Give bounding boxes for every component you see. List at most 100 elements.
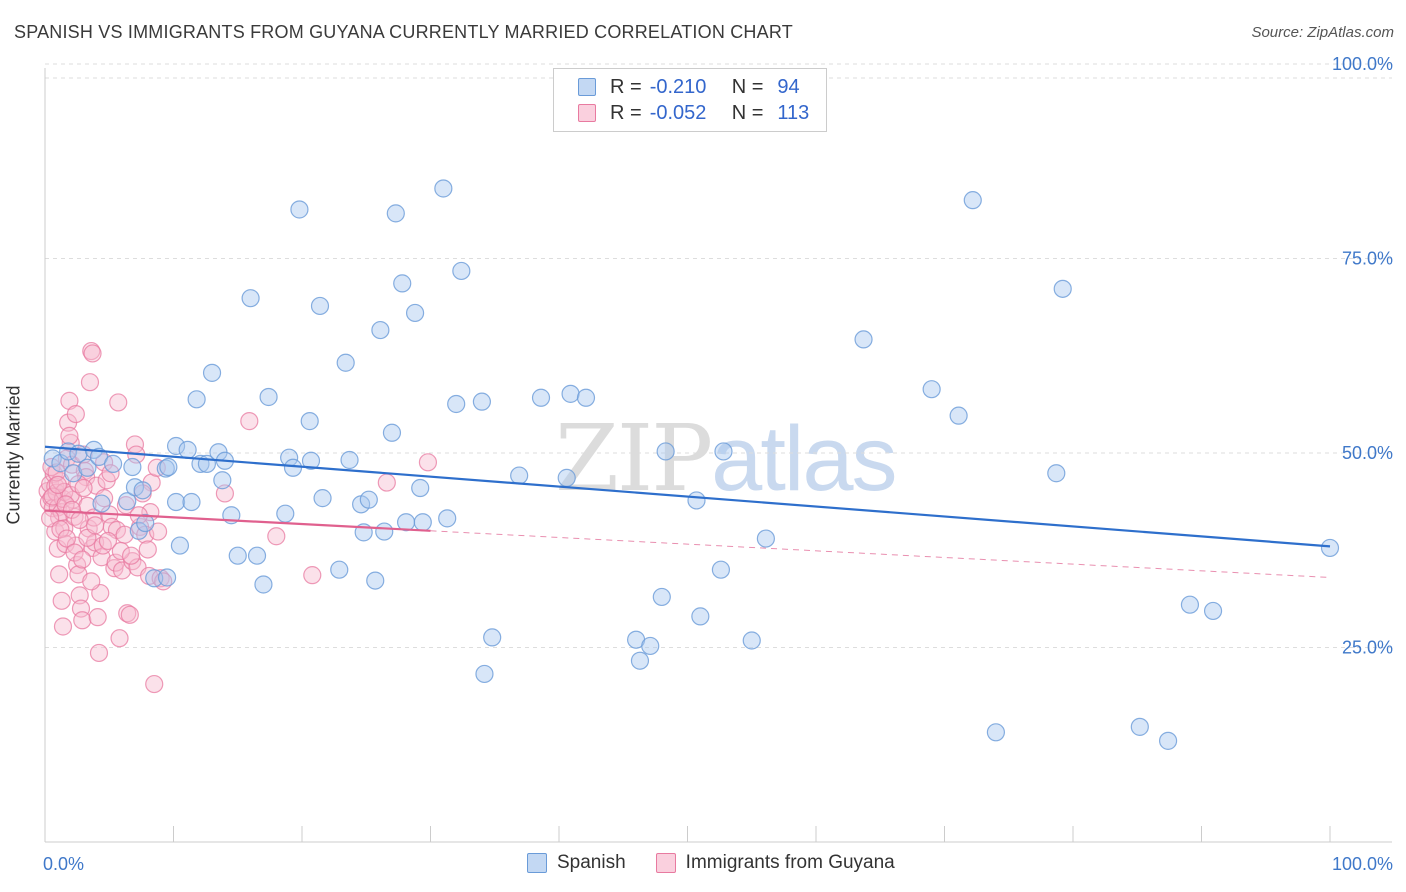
spanish-point (104, 454, 123, 473)
spanish-point (340, 450, 359, 470)
spanish-point (136, 513, 155, 533)
spanish-point (557, 468, 576, 487)
spanish-point (336, 353, 355, 372)
spanish-point (447, 394, 466, 414)
source-label: Source: ZipAtlas.com (1251, 24, 1394, 41)
spanish-point (576, 388, 596, 407)
n-value: 94 (777, 75, 800, 98)
spanish-point (313, 489, 332, 508)
spanish-point (531, 388, 551, 407)
guyana-point (60, 426, 79, 445)
spanish-point (145, 569, 164, 588)
spanish-point (561, 384, 580, 403)
spanish-point (714, 442, 733, 461)
spanish-point (213, 471, 232, 490)
spanish-point (202, 363, 222, 382)
legend-label-spanish: Spanish (557, 852, 626, 873)
stats-legend: R = -0.210 N = 94 R = -0.052 N = 113 (553, 68, 827, 132)
spanish-point (359, 490, 378, 509)
series-legend: Spanish Immigrants from Guyana (527, 852, 925, 874)
spanish-point (254, 575, 273, 594)
spanish-point (756, 529, 775, 548)
guyana-point (303, 566, 322, 585)
guyana-point (98, 531, 118, 551)
spanish-point (300, 412, 319, 431)
guyana-point (66, 405, 85, 424)
guyana-point (65, 543, 84, 562)
guyana-point (53, 617, 73, 636)
watermark-zip: ZIP (555, 405, 713, 512)
spanish-point (366, 571, 385, 590)
guyana-point (89, 643, 109, 663)
spanish-point (687, 491, 706, 510)
guyana-point (148, 522, 168, 541)
spanish-point (691, 607, 710, 626)
spanish-point (510, 466, 529, 485)
guyana-point (70, 586, 89, 605)
guyana-point (82, 572, 101, 591)
guyana-point (145, 674, 164, 694)
guyana-point (121, 546, 141, 565)
n-value: 113 (777, 101, 810, 124)
guyana-point (80, 373, 100, 392)
spanish-point (1047, 464, 1066, 483)
guyana-point (377, 473, 396, 492)
guyana-point (70, 510, 89, 530)
spanish-point (656, 442, 675, 461)
spanish-point (1180, 595, 1200, 614)
spanish-point (157, 568, 177, 587)
spanish-point (434, 179, 453, 198)
spanish-point (652, 587, 671, 607)
y-tick-label: 100.0% (1332, 54, 1393, 74)
guyana-point (51, 520, 70, 539)
stats-legend-row-spanish: R = -0.210 N = 94 (578, 75, 800, 99)
guyana-point (50, 565, 69, 584)
guyana-point (73, 611, 92, 630)
guyana-point (48, 475, 67, 494)
spanish-point (742, 631, 761, 650)
guyana-point (112, 561, 132, 580)
y-tick-label: 50.0% (1342, 443, 1393, 463)
guyana-point (62, 500, 82, 519)
spanish-point (382, 423, 402, 442)
guyana-point (110, 629, 129, 648)
spanish-point (1130, 717, 1149, 736)
guyana-point (418, 453, 438, 472)
spanish-point (187, 390, 206, 409)
watermark-atlas: atlas (711, 408, 897, 510)
spanish-point (330, 560, 349, 579)
spanish-point (475, 664, 494, 684)
spanish-point (276, 504, 295, 523)
spanish-point (1053, 279, 1072, 298)
spanish-point (290, 200, 309, 219)
spanish-point (483, 628, 502, 647)
spanish-point (949, 406, 968, 425)
guyana-point (83, 344, 102, 363)
r-label: R = (610, 75, 642, 98)
spanish-point (386, 204, 405, 223)
spanish-point (393, 274, 412, 293)
legend-swatch-spanish (527, 853, 547, 873)
spanish-point (241, 289, 260, 308)
spanish-point (92, 494, 111, 513)
spanish-point (472, 392, 491, 411)
spanish-point (986, 723, 1006, 742)
y-axis-title-text: Currently Married (3, 385, 24, 525)
spanish-point (405, 303, 425, 323)
spanish-point (375, 522, 394, 541)
spanish-point (247, 546, 267, 565)
r-label: R = (610, 101, 642, 124)
guyana-point (151, 569, 170, 588)
spanish-point (178, 440, 197, 459)
guyana-point (74, 478, 93, 498)
legend-item-guyana: Immigrants from Guyana (655, 852, 895, 874)
spanish-point (64, 464, 83, 483)
guyana-point (88, 608, 107, 627)
legend-label-guyana: Immigrants from Guyana (685, 852, 895, 873)
guyana-point (57, 529, 76, 548)
guyana-point (138, 540, 157, 559)
guyana-point (111, 541, 130, 561)
spanish-point (1158, 731, 1178, 750)
spanish-point (922, 380, 941, 399)
guyana-point (52, 591, 71, 610)
